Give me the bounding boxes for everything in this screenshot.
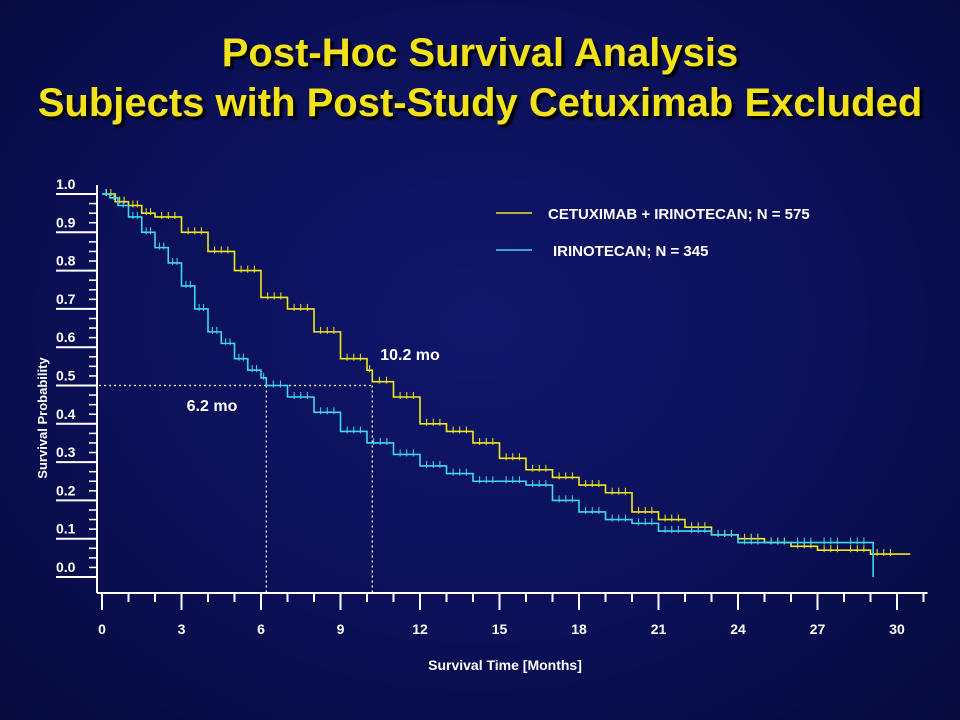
page-title-line-2: Subjects with Post-Study Cetuximab Exclu…	[37, 81, 923, 125]
median-annotation-irinotecan: 6.2 mo	[187, 398, 238, 415]
median-annotation-cetuximab: 10.2 mo	[380, 347, 440, 364]
page-title-line-1: Post-Hoc Survival Analysis	[221, 31, 739, 75]
x-axis-label: Survival Time [Months]	[428, 657, 582, 673]
y-axis-label: Survival Probability	[35, 357, 50, 479]
y-tick-label: 0.8	[56, 253, 76, 269]
x-tick-label: 0	[98, 621, 106, 637]
y-tick-label: 0.5	[56, 368, 76, 384]
x-tick-label: 3	[178, 621, 186, 637]
y-tick-label: 0.7	[56, 291, 76, 307]
y-tick-label: 0.9	[56, 214, 76, 230]
x-tick-label: 27	[810, 621, 826, 637]
x-tick-label: 9	[337, 621, 345, 637]
legend: CETUXIMAB + IRINOTECAN; N = 575 IRINOTEC…	[496, 206, 810, 260]
x-tick-label: 24	[730, 621, 746, 637]
x-tick-label: 6	[257, 621, 265, 637]
x-tick-label: 18	[571, 621, 587, 637]
legend-label-cetuximab: CETUXIMAB + IRINOTECAN; N = 575	[548, 206, 810, 223]
y-tick-label: 0.1	[56, 521, 76, 537]
y-tick-label: 1.0	[56, 176, 76, 192]
series-cetuximab-irinotecan	[102, 189, 911, 557]
x-tick-label: 30	[889, 621, 905, 637]
x-tick-label: 21	[651, 621, 667, 637]
y-tick-label: 0.2	[56, 482, 76, 498]
series-irinotecan	[102, 189, 874, 577]
x-tick-label: 15	[492, 621, 508, 637]
survival-curve-cetuximab-irinotecan	[102, 193, 911, 555]
y-tick-label: 0.4	[56, 406, 76, 422]
y-tick-label: 0.6	[56, 329, 76, 345]
legend-label-irinotecan: IRINOTECAN; N = 345	[553, 243, 708, 260]
x-tick-label: 12	[412, 621, 428, 637]
y-tick-label: 0.0	[56, 559, 76, 575]
y-tick-label: 0.3	[56, 444, 76, 460]
